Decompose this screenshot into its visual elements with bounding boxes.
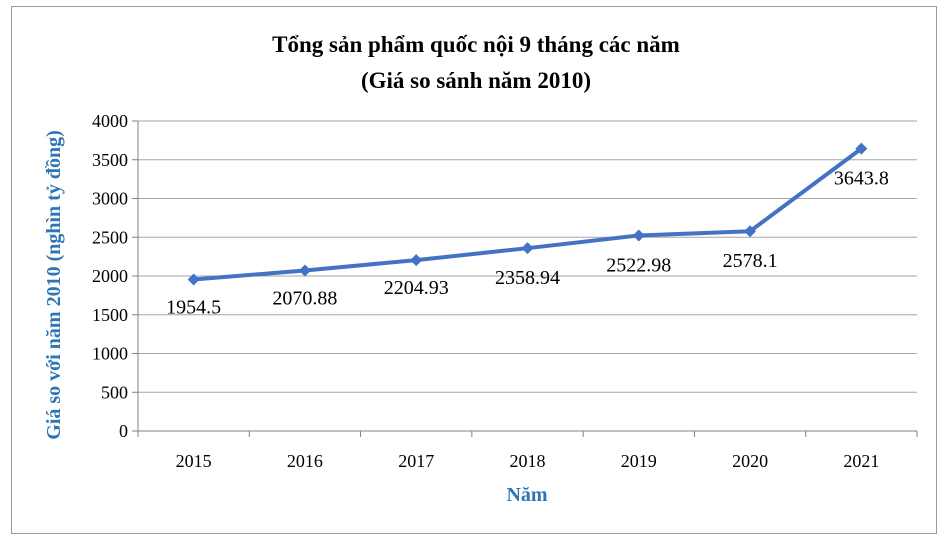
data-point-marker (632, 229, 645, 242)
data-label: 2358.94 (495, 267, 560, 289)
data-label: 3643.8 (834, 168, 889, 190)
y-tick-label: 2500 (92, 227, 128, 247)
y-tick-label: 500 (101, 382, 128, 402)
x-tick-label: 2021 (843, 451, 879, 471)
y-tick-label: 3000 (92, 189, 128, 209)
data-label: 2070.88 (272, 288, 337, 310)
y-tick-label: 4000 (92, 111, 128, 131)
data-label: 2578.1 (723, 250, 778, 272)
data-point-marker (744, 225, 757, 238)
chart-subtitle: (Giá so sánh năm 2010) (361, 68, 591, 93)
x-tick-label: 2015 (176, 451, 212, 471)
data-labels: 1954.5 2070.88 2204.93 2358.94 2522.98 2578.1… (166, 168, 889, 319)
y-tick-label: 3500 (92, 150, 128, 170)
x-axis-title: Năm (506, 484, 547, 506)
x-tick-label: 2018 (510, 451, 546, 471)
x-tick-label: 2017 (398, 451, 434, 471)
data-point-marker (521, 242, 534, 255)
chart-frame (11, 6, 937, 534)
series (187, 142, 868, 286)
data-label: 2204.93 (384, 277, 449, 299)
x-tick-label: 2019 (621, 451, 657, 471)
data-point-marker (187, 273, 200, 286)
gridlines (138, 120, 917, 393)
y-tick-label: 1500 (92, 305, 128, 325)
y-tick-label: 1000 (92, 344, 128, 364)
chart-title: Tổng sản phẩm quốc nội 9 tháng các năm (272, 32, 680, 57)
y-axis-title: Giá so với năm 2010 (nghìn tỷ đồng) (43, 130, 65, 439)
data-label: 2522.98 (606, 254, 671, 276)
y-tick-label: 0 (119, 421, 128, 441)
axes: 0 500 1000 1500 2000 2500 3000 3500 4000 2015 2016… (92, 111, 918, 471)
data-point-marker (855, 142, 868, 155)
y-tick-label: 2000 (92, 266, 128, 286)
data-point-marker (298, 264, 311, 277)
x-tick-label: 2016 (287, 451, 323, 471)
x-tick-label: 2020 (732, 451, 768, 471)
data-label: 1954.5 (166, 297, 221, 319)
data-point-marker (410, 254, 423, 267)
